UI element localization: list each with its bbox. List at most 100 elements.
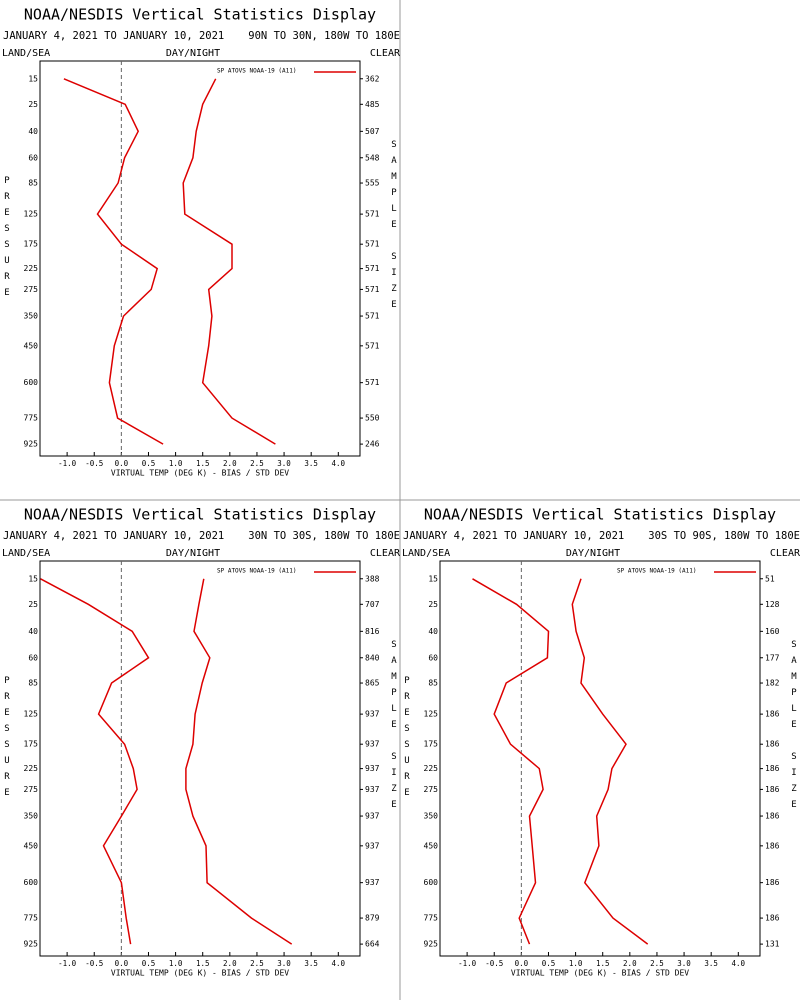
plot-frame — [439, 560, 761, 957]
x-tick-label: 3.5 — [304, 959, 318, 968]
sample-size: 937 — [365, 878, 380, 887]
sample-size: 246 — [365, 440, 380, 449]
sample-size: 186 — [765, 878, 780, 887]
day-night: DAY/NIGHT — [166, 548, 220, 559]
x-tick-label: 2.0 — [223, 959, 237, 968]
x-tick-label: 1.0 — [569, 959, 583, 968]
pressure-label: 275 — [24, 285, 39, 294]
sample-size: 182 — [765, 679, 780, 688]
x-tick-label: 3.5 — [704, 959, 718, 968]
sample-size: 707 — [365, 600, 380, 609]
x-tick-label: -0.5 — [85, 459, 103, 468]
title: NOAA/NESDIS Vertical Statistics Display — [424, 506, 776, 524]
x-tick-label: 0.5 — [542, 959, 556, 968]
day-night: DAY/NIGHT — [566, 548, 620, 559]
sample-size: 937 — [365, 710, 380, 719]
x-tick-label: 1.0 — [169, 459, 183, 468]
x-tick-label: 3.0 — [677, 959, 691, 968]
sample-size: 485 — [365, 100, 380, 109]
pressure-label: 450 — [424, 841, 439, 850]
x-tick-label: 3.0 — [277, 959, 291, 968]
pressure-label: 350 — [24, 312, 39, 321]
sample-size: 937 — [365, 740, 380, 749]
x-tick-label: 1.5 — [596, 959, 610, 968]
sample-size: 507 — [365, 127, 380, 136]
sample-size: 128 — [765, 600, 780, 609]
title: NOAA/NESDIS Vertical Statistics Display — [24, 6, 376, 24]
pressure-label: 60 — [28, 153, 38, 162]
sample-size: 186 — [765, 764, 780, 773]
series-line — [63, 78, 164, 445]
clear: CLEAR — [770, 548, 800, 559]
sample-size: 548 — [365, 153, 380, 162]
pressure-label: 85 — [28, 179, 38, 188]
pressure-label: 925 — [424, 940, 439, 949]
sample-size: 664 — [365, 940, 380, 949]
clear: CLEAR — [370, 48, 401, 59]
pressure-label: 175 — [424, 740, 439, 749]
pressure-label: 275 — [24, 785, 39, 794]
date-range: JANUARY 4, 2021 TO JANUARY 10, 2021 — [3, 530, 224, 542]
x-tick-label: -1.0 — [58, 959, 77, 968]
title: NOAA/NESDIS Vertical Statistics Display — [24, 506, 376, 524]
sample-size: 555 — [365, 179, 380, 188]
pressure-label: 225 — [424, 764, 439, 773]
series-line — [472, 578, 550, 945]
sample-size: 937 — [365, 785, 380, 794]
pressure-label: 40 — [428, 627, 438, 636]
sample-size: 550 — [365, 414, 380, 423]
x-tick-label: 2.5 — [250, 459, 264, 468]
pressure-label: 600 — [24, 378, 39, 387]
clear: CLEAR — [370, 548, 401, 559]
sample-size: 186 — [765, 785, 780, 794]
pressure-label: 175 — [24, 740, 39, 749]
sample-size: 51 — [765, 574, 775, 583]
sample-size: 362 — [365, 74, 380, 83]
date-range: JANUARY 4, 2021 TO JANUARY 10, 2021 — [3, 30, 224, 42]
legend-label: SP ATOVS NOAA-19 (A11) — [617, 568, 696, 575]
pressure-label: 85 — [428, 679, 438, 688]
pressure-label: 600 — [24, 878, 39, 887]
x-tick-label: 2.5 — [650, 959, 664, 968]
pressure-label: 25 — [28, 600, 38, 609]
series-line — [185, 578, 293, 945]
plot-frame — [39, 560, 361, 957]
series-line — [40, 578, 150, 945]
x-tick-label: -1.0 — [58, 459, 77, 468]
pressure-label: 25 — [428, 600, 438, 609]
sample-size: 571 — [365, 210, 380, 219]
sample-size: 571 — [365, 285, 380, 294]
plot-frame — [39, 60, 361, 457]
sample-size: 186 — [765, 812, 780, 821]
pressure-label: 125 — [424, 710, 439, 719]
sample-size: 131 — [765, 940, 780, 949]
pressure-label: 925 — [24, 440, 39, 449]
x-tick-label: 1.5 — [196, 459, 210, 468]
land-sea: LAND/SEA — [2, 48, 50, 59]
x-tick-label: 3.5 — [304, 459, 318, 468]
sample-size: 177 — [765, 653, 780, 662]
panel: NOAA/NESDIS Vertical Statistics Display J… — [2, 506, 401, 978]
sample-size: 937 — [365, 841, 380, 850]
pressure-label: 775 — [24, 914, 39, 923]
x-axis-label: VIRTUAL TEMP (DEG K) - BIAS / STD DEV — [511, 969, 689, 978]
land-sea: LAND/SEA — [402, 548, 450, 559]
legend-label: SP ATOVS NOAA-19 (A11) — [217, 568, 296, 575]
pressure-label: 350 — [424, 812, 439, 821]
x-tick-label: 0.5 — [142, 459, 156, 468]
x-tick-label: 2.0 — [623, 959, 637, 968]
panel: NOAA/NESDIS Vertical Statistics Display J… — [2, 6, 401, 478]
x-tick-label: 0.0 — [115, 459, 129, 468]
pressure-label: 225 — [24, 264, 39, 273]
pressure-label: 925 — [24, 940, 39, 949]
pressure-label: 25 — [28, 100, 38, 109]
sample-size: 937 — [365, 812, 380, 821]
panel: NOAA/NESDIS Vertical Statistics Display J… — [402, 506, 800, 978]
x-axis-label: VIRTUAL TEMP (DEG K) - BIAS / STD DEV — [111, 469, 289, 478]
land-sea: LAND/SEA — [2, 548, 50, 559]
y2-axis-label: SAMPLE SIZE — [789, 640, 799, 816]
x-tick-label: 2.0 — [223, 459, 237, 468]
x-tick-label: 3.0 — [277, 459, 291, 468]
sample-size: 186 — [765, 710, 780, 719]
